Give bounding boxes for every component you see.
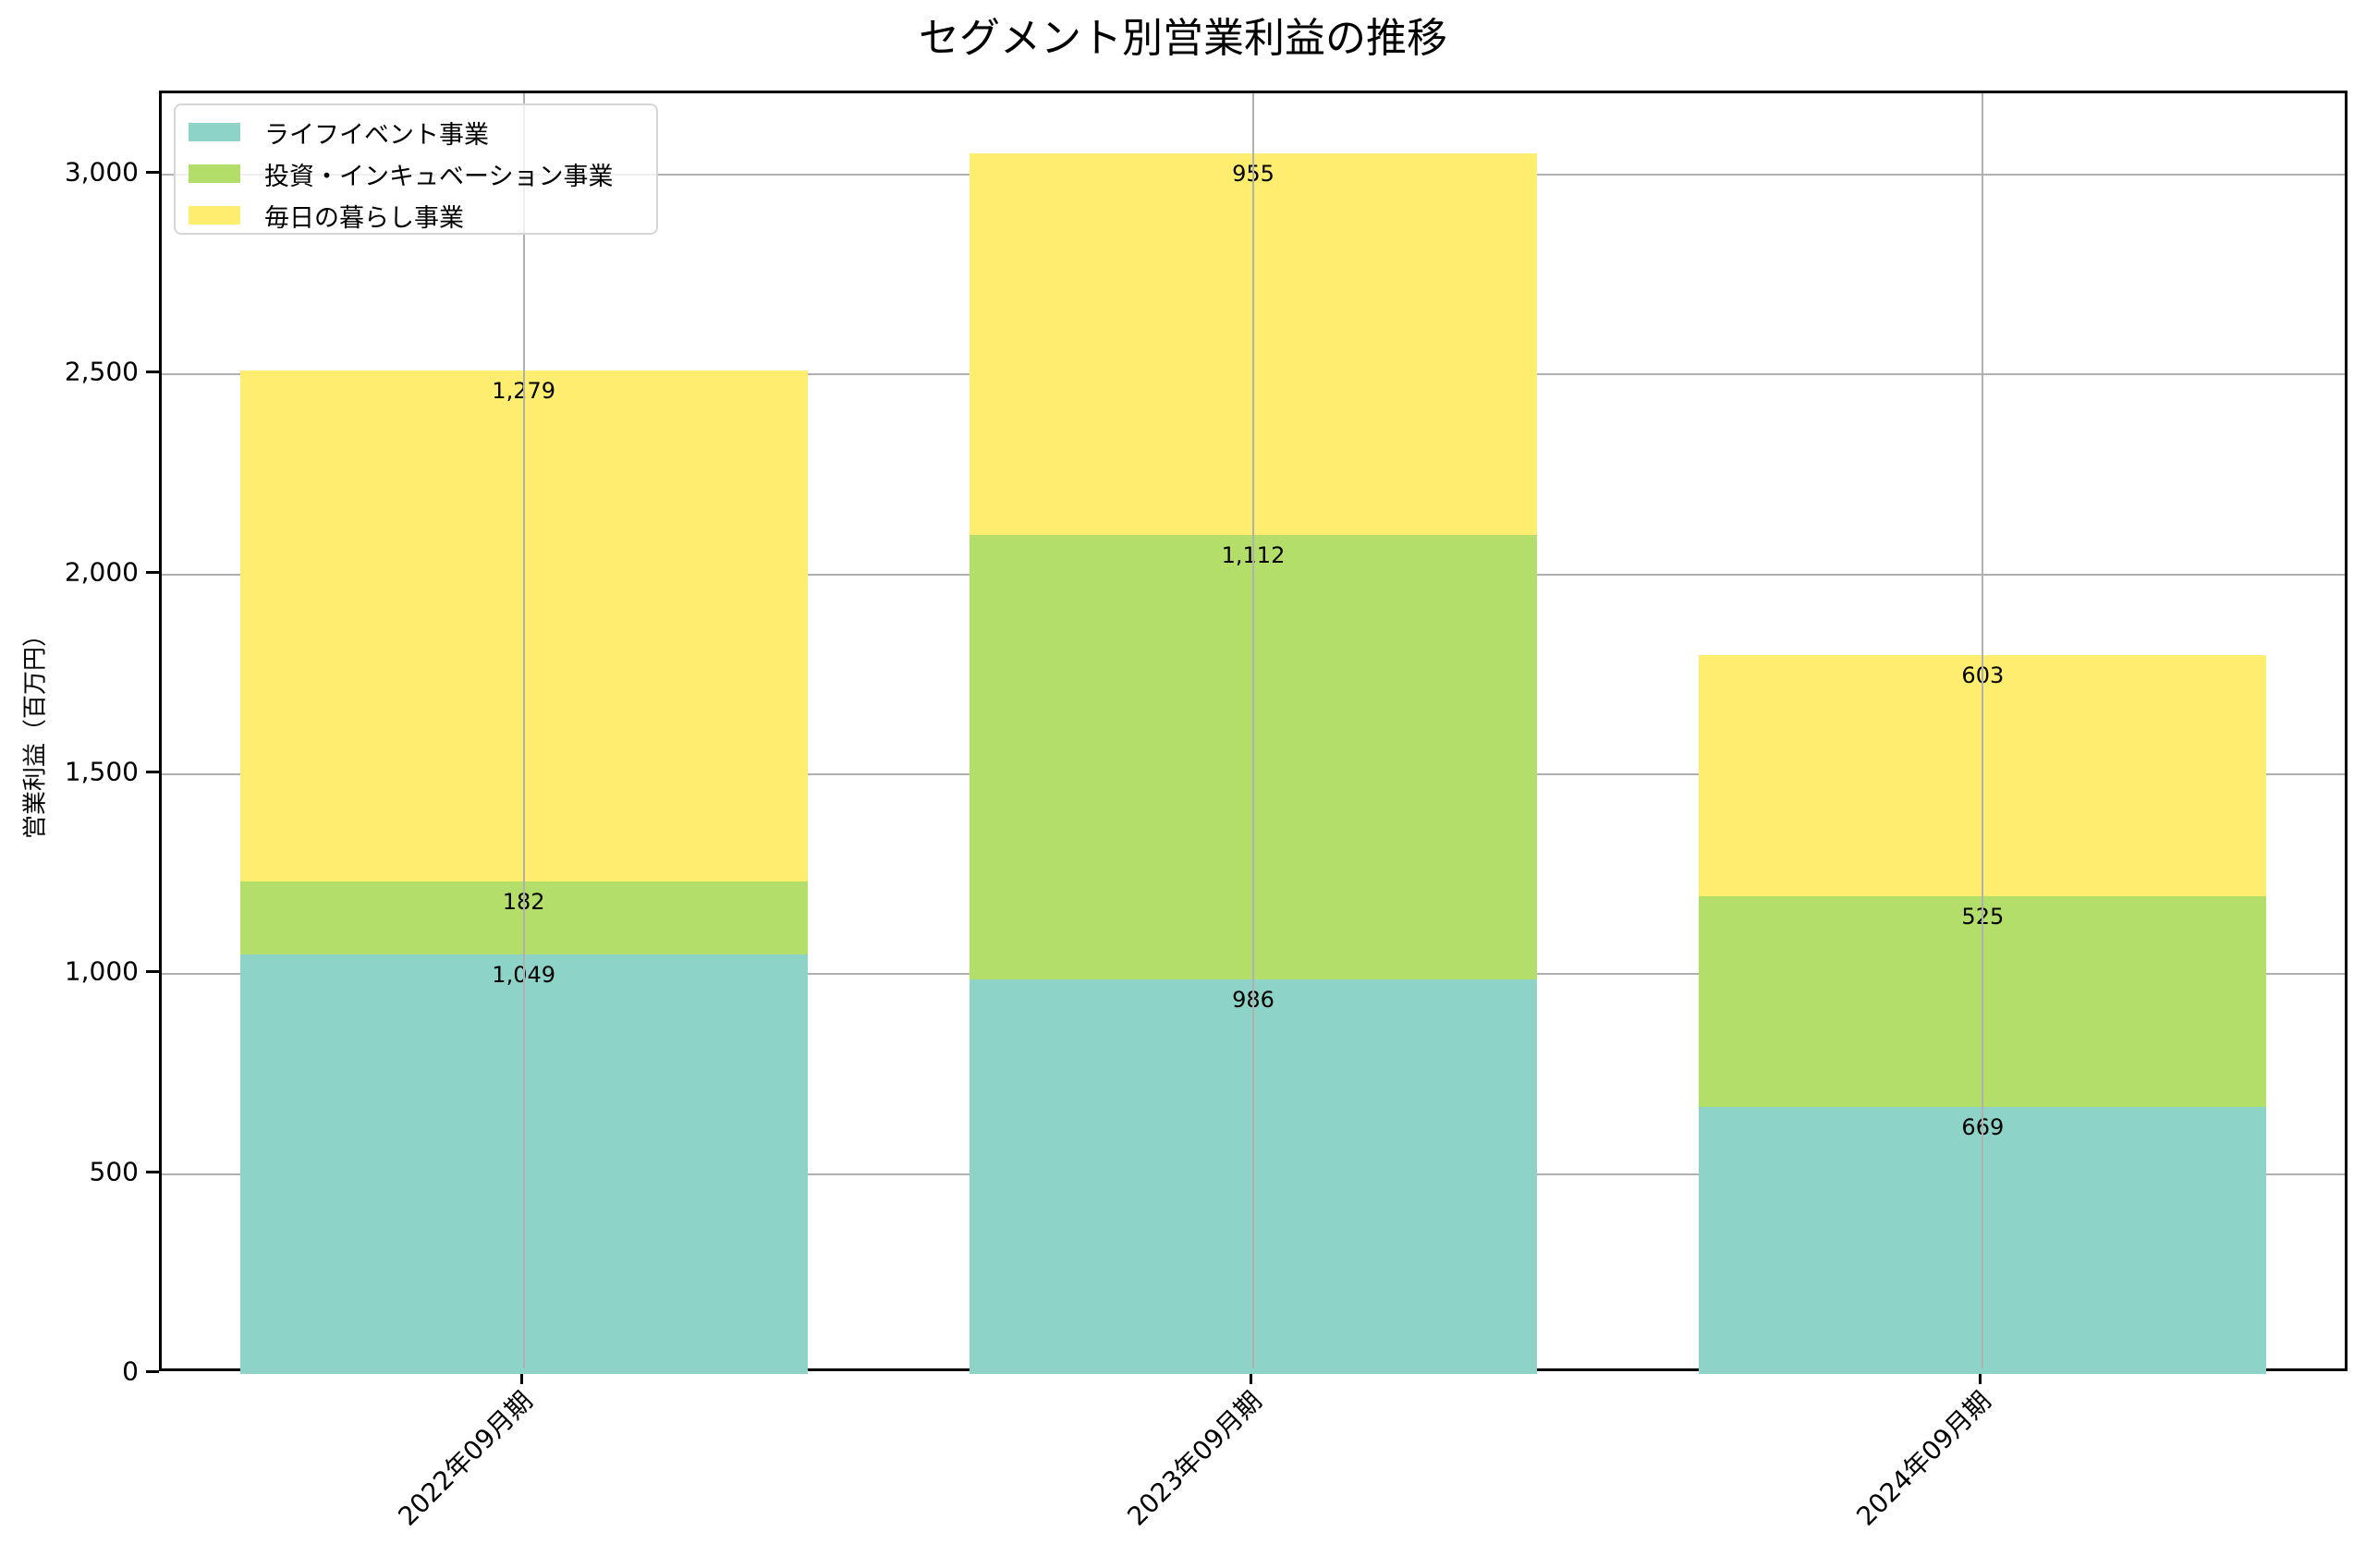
y-tick-label: 500 [89,1156,139,1187]
grid-line-vertical [1252,93,1254,1368]
y-axis-label: 営業利益（百万円） [21,622,50,840]
x-tick-label: 2023年09月期 [1121,1385,1268,1532]
legend-item-daily-life: 毎日の暮らし事業 [189,201,464,233]
grid-line-vertical [1982,93,1984,1368]
legend: ライフイベント事業 投資・インキュベーション事業 毎日の暮らし事業 [174,103,658,235]
y-tick-label: 2,000 [64,556,139,588]
x-tick-mark [1979,1371,1982,1384]
y-tick-mark [146,1170,159,1173]
y-tick-mark [146,170,159,174]
legend-swatch-life-event [189,123,240,141]
plot-area: 1,049 182 1,279 986 1,112 955 669 525 603 [159,91,2348,1374]
x-tick-mark [1250,1371,1252,1384]
y-tick-label: 3,000 [64,156,139,188]
legend-label: 投資・インキュベーション事業 [264,162,614,191]
x-tick-mark [519,1371,523,1384]
y-tick-label: 2,500 [64,356,139,387]
legend-label: ライフイベント事業 [264,120,489,150]
y-tick-mark [146,570,159,574]
x-tick-label: 2024年09月期 [1850,1385,1997,1532]
x-tick-label: 2022年09月期 [391,1385,539,1532]
chart-title: セグメント別営業利益の推移 [919,15,1447,62]
grid-line-vertical [522,93,525,1368]
y-tick-label: 1,500 [64,756,139,787]
legend-swatch-daily-life [189,206,240,225]
legend-swatch-investment [189,164,240,183]
y-tick-mark [146,770,159,773]
legend-label: 毎日の暮らし事業 [264,203,464,233]
y-tick-label: 0 [122,1355,139,1387]
y-tick-mark [146,970,159,974]
y-tick-label: 1,000 [64,955,139,987]
y-tick-mark [146,1370,159,1373]
y-tick-mark [146,371,159,374]
legend-item-life-event: ライフイベント事業 [189,118,489,150]
legend-item-investment: 投資・インキュベーション事業 [189,160,613,191]
